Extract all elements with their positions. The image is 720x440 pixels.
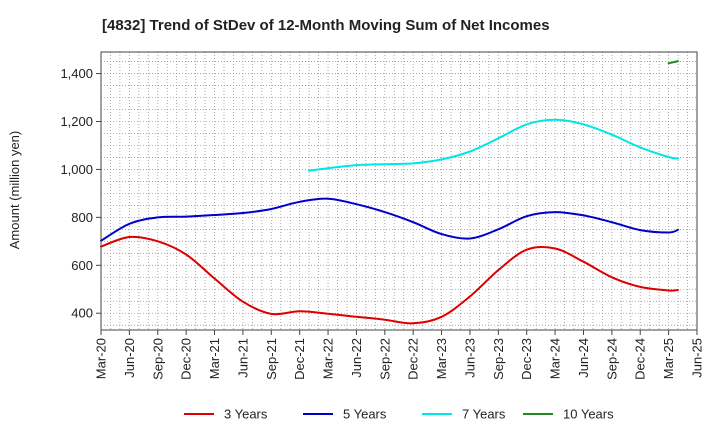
legend-label: 10 Years xyxy=(563,407,614,422)
x-tick-label: Mar-24 xyxy=(548,338,563,379)
x-tick-label: Sep-23 xyxy=(491,338,506,380)
legend-label: 7 Years xyxy=(462,407,506,422)
y-tick-label: 600 xyxy=(71,258,93,273)
legend-label: 5 Years xyxy=(343,407,387,422)
y-axis: 400 600 800 1,000 1,200 1,400 xyxy=(60,66,101,321)
series-layer xyxy=(100,60,679,325)
x-tick-label: Mar-23 xyxy=(434,338,449,379)
x-tick-label: Jun-22 xyxy=(349,338,364,378)
x-tick-label: Jun-20 xyxy=(122,338,137,378)
x-axis: Mar-20 Jun-20 Sep-20 Dec-20 Mar-21 Jun-21 Sep-… xyxy=(94,330,705,380)
y-tick-label: 1,200 xyxy=(60,114,93,129)
x-tick-label: Sep-21 xyxy=(264,338,279,380)
y-tick-label: 400 xyxy=(71,306,93,321)
x-tick-label: Mar-21 xyxy=(207,338,222,379)
y-tick-label: 1,000 xyxy=(60,162,93,177)
x-tick-label: Jun-24 xyxy=(576,338,591,378)
x-tick-label: Mar-22 xyxy=(321,338,336,379)
x-tick-label: Jun-21 xyxy=(235,338,250,378)
x-tick-label: Jun-25 xyxy=(690,338,705,378)
x-tick-label: Dec-24 xyxy=(633,338,648,380)
x-tick-label: Jun-23 xyxy=(462,338,477,378)
series-line-1 xyxy=(100,197,679,242)
plot-area xyxy=(101,52,697,330)
x-tick-label: Sep-20 xyxy=(150,338,165,380)
plot-border xyxy=(100,51,698,331)
x-tick-label: Dec-21 xyxy=(292,338,307,380)
legend: 3 Years 5 Years 7 Years 10 Years xyxy=(184,407,614,422)
y-tick-label: 800 xyxy=(71,210,93,225)
x-tick-label: Sep-24 xyxy=(604,338,619,380)
x-tick-label: Dec-22 xyxy=(406,338,421,380)
series-line-2 xyxy=(308,118,679,172)
series-line-3 xyxy=(667,60,679,65)
series-line-0 xyxy=(100,235,679,325)
y-axis-label: Amount (million yen) xyxy=(7,131,22,250)
x-tick-label: Dec-23 xyxy=(519,338,534,380)
legend-label: 3 Years xyxy=(224,407,268,422)
y-tick-label: 1,400 xyxy=(60,66,93,81)
chart-title: [4832] Trend of StDev of 12-Month Moving… xyxy=(102,17,550,34)
x-tick-label: Mar-20 xyxy=(94,338,109,379)
x-tick-label: Sep-22 xyxy=(377,338,392,380)
x-tick-label: Dec-20 xyxy=(179,338,194,380)
x-tick-label: Mar-25 xyxy=(661,338,676,379)
